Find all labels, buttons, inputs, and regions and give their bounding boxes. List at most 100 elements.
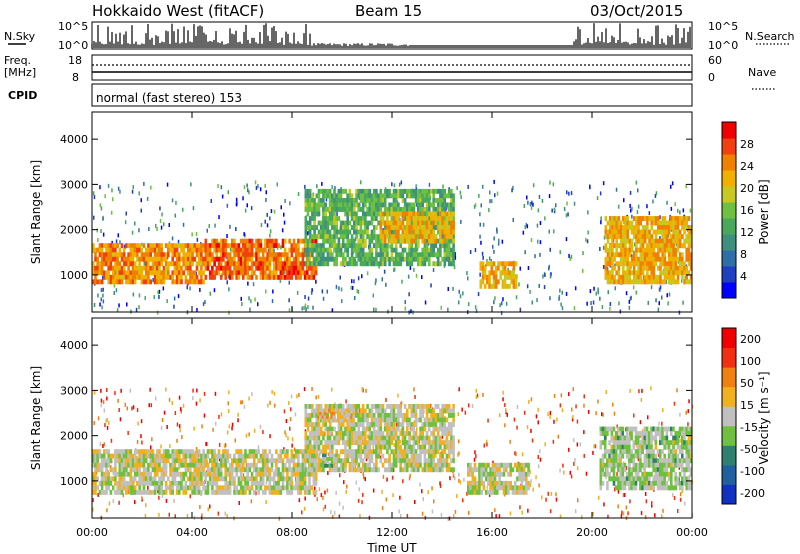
power-cell: [663, 238, 667, 244]
power-cell: [676, 270, 680, 276]
power-speckle: [629, 203, 631, 208]
velocity-cell: [191, 489, 194, 495]
power-cell: [659, 229, 662, 235]
power-cell: [200, 274, 203, 280]
velocity-cell: [195, 453, 199, 459]
velocity-cell: [255, 485, 258, 491]
velocity-cell: [226, 471, 230, 477]
velocity-cell: [109, 453, 113, 459]
power-cell: [158, 261, 161, 267]
power-cell: [308, 207, 312, 212]
power-speckle: [226, 280, 228, 285]
velocity-cell: [182, 453, 185, 459]
power-cell: [222, 247, 225, 253]
nsky-panel: N.Sky 10^5 10^0 10^5 10^0 N.Search: [4, 20, 795, 52]
power-cell: [372, 234, 376, 240]
power-cell: [344, 198, 347, 203]
power-cell: [94, 274, 97, 280]
velocity-speckle: [679, 492, 682, 497]
power-cell: [445, 193, 449, 199]
velocity-speckle: [556, 417, 558, 422]
power-cell: [430, 216, 433, 221]
power-cell: [111, 243, 115, 249]
power-cell: [394, 198, 398, 203]
velocity-cell: [107, 462, 110, 468]
nsky-tick-high: 10^5: [58, 20, 88, 33]
power-cell: [156, 279, 159, 285]
power-cell: [304, 234, 308, 240]
power-cell: [412, 238, 416, 244]
power-cell: [136, 252, 139, 258]
velocity-speckle: [134, 500, 136, 505]
velocity-cell: [286, 453, 289, 459]
velocity-cell: [264, 462, 267, 468]
power-cell: [624, 247, 627, 253]
power-cell: [661, 243, 664, 249]
power-speckle: [542, 274, 544, 279]
power-speckle: [102, 216, 104, 221]
power-cell: [331, 202, 334, 208]
velocity-speckle: [129, 388, 132, 393]
power-speckle: [659, 215, 661, 220]
power-cell: [158, 274, 161, 280]
velocity-cell: [122, 453, 126, 459]
velocity-speckle: [476, 393, 479, 398]
power-cell: [670, 247, 673, 253]
power-cell: [353, 247, 356, 253]
velocity-speckle: [550, 491, 553, 496]
power-cell: [674, 216, 678, 221]
power-cell: [663, 252, 667, 258]
nave-tick-low: 0: [708, 71, 715, 84]
velocity-cell: [224, 467, 227, 473]
power-cell: [116, 270, 119, 276]
power-cell: [410, 188, 413, 194]
power-cell: [445, 234, 449, 240]
power-cell: [399, 211, 402, 217]
velocity-cell: [138, 471, 141, 477]
power-cell: [138, 256, 141, 262]
power-cell: [399, 188, 402, 194]
velocity-speckle: [458, 451, 460, 456]
power-cell: [687, 256, 691, 262]
cpid-label: CPID: [8, 89, 37, 102]
power-cell: [383, 252, 387, 258]
velocity-speckle: [483, 443, 485, 448]
power-cell: [213, 243, 216, 249]
power-speckle: [479, 234, 481, 239]
velocity-cell: [122, 449, 126, 455]
power-cell: [608, 261, 612, 267]
power-cell: [403, 207, 407, 212]
power-cell: [350, 198, 354, 203]
velocity-cell: [299, 471, 302, 477]
velocity-cell: [253, 480, 256, 486]
power-cell: [650, 270, 653, 276]
velocity-cell: [257, 471, 260, 477]
power-cell: [659, 279, 662, 285]
power-cell: [608, 234, 612, 240]
power-cell: [628, 279, 632, 285]
power-cell: [641, 216, 645, 221]
power-cell: [235, 243, 238, 249]
velocity-cell: [149, 480, 152, 486]
velocity-speckle: [409, 473, 411, 478]
power-cell: [353, 216, 356, 221]
power-cell: [377, 252, 380, 258]
power-speckle: [587, 230, 589, 235]
power-cell: [685, 225, 688, 230]
power-cell: [375, 207, 378, 212]
power-speckle: [538, 283, 540, 288]
velocity-speckle: [364, 477, 366, 482]
power-cell: [331, 252, 334, 258]
power-cell: [421, 211, 424, 217]
velocity-cell: [142, 476, 146, 482]
power-cell: [301, 270, 305, 276]
velocity-cell: [144, 480, 148, 486]
velocity-speckle: [416, 427, 418, 432]
velocity-speckle: [361, 387, 364, 392]
velocity-cell: [153, 458, 157, 464]
power-speckle: [596, 196, 599, 201]
power-speckle: [479, 212, 481, 217]
power-speckle: [289, 201, 291, 206]
velocity-cell: [246, 476, 249, 482]
power-cell: [479, 283, 483, 289]
